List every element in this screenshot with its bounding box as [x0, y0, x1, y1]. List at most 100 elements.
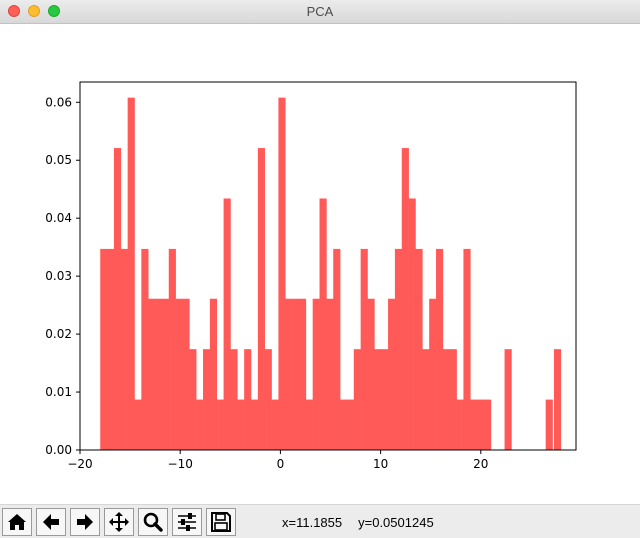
- histogram-bar: [388, 298, 396, 450]
- floppy-disk-icon: [211, 512, 231, 532]
- histogram-bar: [203, 349, 211, 450]
- x-tick-label: 20: [473, 457, 488, 471]
- y-tick-label: 0.05: [45, 153, 72, 167]
- histogram-bar: [545, 399, 553, 450]
- x-tick-label: −10: [168, 457, 193, 471]
- close-window-button[interactable]: [8, 5, 20, 17]
- histogram-bar: [141, 248, 149, 450]
- bars-group: [100, 97, 562, 450]
- histogram-bar: [408, 198, 416, 450]
- histogram-bar: [449, 349, 457, 450]
- histogram-bar: [456, 399, 464, 450]
- cursor-x-readout: x=11.1855: [282, 515, 343, 530]
- maximize-window-button[interactable]: [48, 5, 60, 17]
- histogram-bar: [134, 399, 142, 450]
- histogram-bar: [148, 298, 156, 450]
- y-tick-label: 0.00: [45, 443, 72, 457]
- arrow-left-icon: [43, 514, 59, 530]
- histogram-bar: [326, 298, 334, 450]
- histogram-bar: [161, 298, 170, 450]
- title-bar[interactable]: PCA: [0, 0, 640, 24]
- histogram-bar: [120, 248, 128, 450]
- histogram-bar: [251, 399, 259, 450]
- histogram-bar: [553, 349, 562, 450]
- histogram-bar: [333, 248, 341, 450]
- histogram-bar: [127, 97, 135, 450]
- y-tick-label: 0.01: [45, 385, 72, 399]
- histogram-bar: [264, 349, 272, 450]
- x-tick-label: 10: [373, 457, 388, 471]
- save-button[interactable]: [206, 508, 236, 536]
- arrow-right-icon: [77, 514, 93, 530]
- histogram-bar: [182, 298, 190, 450]
- histogram-bar: [305, 399, 313, 450]
- histogram-bar: [415, 248, 423, 450]
- plot-frame: [79, 81, 577, 451]
- y-tick-label: 0.04: [45, 211, 72, 225]
- histogram-bar: [278, 97, 286, 450]
- histogram-bar: [374, 349, 382, 450]
- histogram-bar: [244, 349, 252, 450]
- zoom-button[interactable]: [138, 508, 168, 536]
- magnifier-icon: [143, 512, 163, 532]
- figure-canvas[interactable]: −20 −10 0 10 20 0.00 0.01 0.02 0.03 0.04 0.05 0.06: [0, 24, 640, 504]
- histogram-bar: [257, 148, 266, 450]
- histogram-bar: [189, 349, 197, 450]
- histogram-bar: [113, 148, 122, 450]
- histogram-bar: [230, 349, 238, 450]
- histogram-bar: [298, 298, 307, 450]
- histogram-bar: [155, 298, 163, 450]
- histogram-bar: [312, 298, 320, 450]
- histogram-bar: [353, 349, 361, 450]
- home-icon: [8, 514, 26, 530]
- histogram-bar: [463, 248, 471, 450]
- histogram-bar: [223, 198, 231, 450]
- histogram-bar: [168, 248, 176, 450]
- move-icon: [109, 512, 129, 532]
- histogram-bar: [422, 349, 430, 450]
- x-axis-ticks: −20 −10 0 10 20: [67, 450, 488, 471]
- sliders-icon: [178, 513, 196, 531]
- home-button[interactable]: [2, 508, 32, 536]
- histogram-bar: [216, 399, 224, 450]
- histogram-bar: [196, 399, 204, 450]
- histogram-bar: [504, 349, 512, 450]
- histogram-bar: [394, 248, 403, 450]
- histogram-bar: [175, 298, 183, 450]
- histogram-bar: [271, 399, 279, 450]
- histogram-bar: [209, 298, 218, 450]
- y-tick-label: 0.03: [45, 269, 72, 283]
- histogram-bar: [401, 148, 409, 450]
- forward-button[interactable]: [70, 508, 100, 536]
- histogram-bar: [100, 248, 108, 450]
- histogram-bar: [237, 399, 245, 450]
- histogram-bar: [346, 399, 355, 450]
- histogram-bar: [319, 198, 327, 450]
- histogram-bar: [477, 399, 485, 450]
- histogram-bar: [429, 298, 437, 450]
- cursor-y-readout: y=0.0501245: [358, 515, 434, 530]
- navigation-toolbar: x=11.1855 y=0.0501245: [0, 504, 640, 538]
- histogram-chart[interactable]: −20 −10 0 10 20 0.00 0.01 0.02 0.03 0.04 0.05 0.06: [0, 24, 640, 504]
- histogram-bar: [436, 248, 444, 450]
- cursor-coordinates: x=11.1855 y=0.0501245: [282, 515, 450, 530]
- back-button[interactable]: [36, 508, 66, 536]
- pan-button[interactable]: [104, 508, 134, 536]
- histogram-bar: [442, 349, 451, 450]
- histogram-bar: [367, 298, 375, 450]
- histogram-bar: [285, 298, 293, 450]
- y-tick-label: 0.06: [45, 95, 72, 109]
- histogram-bar: [107, 248, 115, 450]
- x-tick-label: 0: [277, 457, 285, 471]
- minimize-window-button[interactable]: [28, 5, 40, 17]
- configure-subplots-button[interactable]: [172, 508, 202, 536]
- histogram-bar: [340, 399, 348, 450]
- x-tick-label: −20: [67, 457, 92, 471]
- histogram-bar: [360, 248, 368, 450]
- histogram-bar: [483, 399, 492, 450]
- histogram-bar: [470, 399, 478, 450]
- window-title: PCA: [306, 4, 334, 19]
- histogram-bar: [292, 298, 300, 450]
- y-axis-ticks: 0.00 0.01 0.02 0.03 0.04 0.05 0.06: [45, 95, 80, 457]
